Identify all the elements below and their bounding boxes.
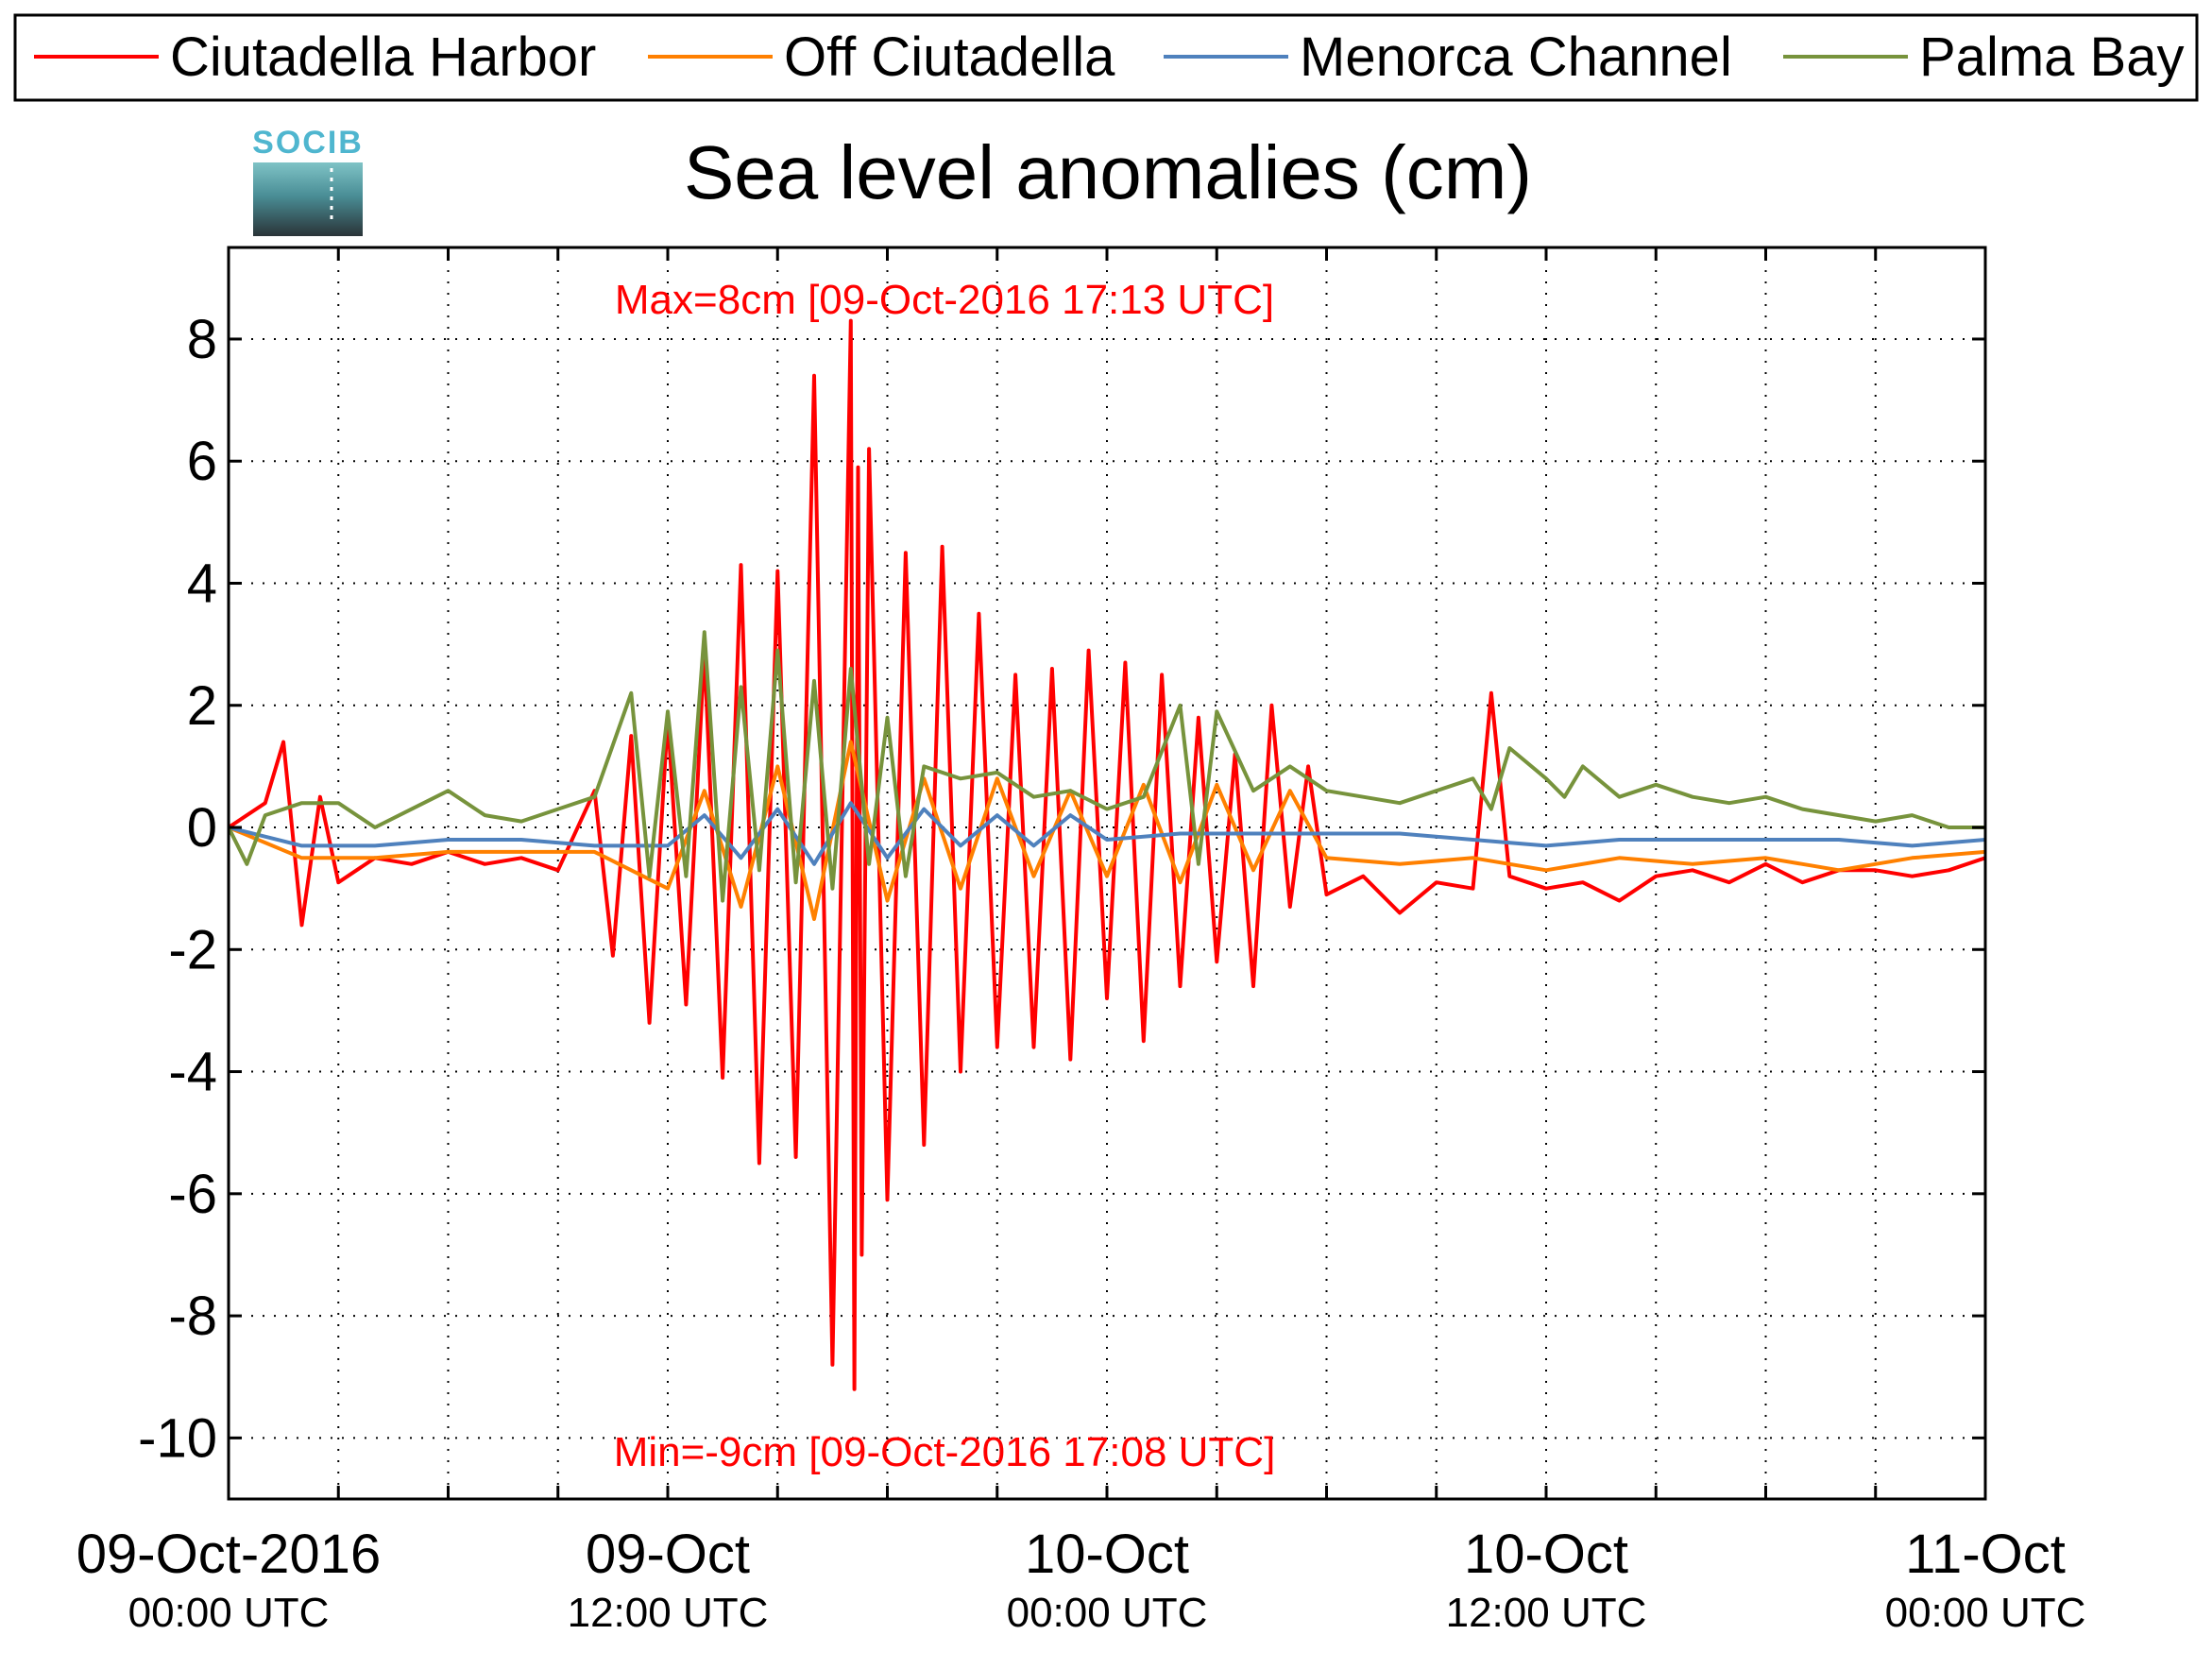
x-tick-sublabel: 12:00 UTC — [568, 1590, 769, 1636]
y-tick-label: 8 — [187, 309, 217, 370]
x-tick-sublabel: 00:00 UTC — [1885, 1590, 2086, 1636]
x-tick-label: 10-Oct — [1025, 1524, 1189, 1585]
legend-label: Menorca Channel — [1300, 26, 1732, 88]
socib-logo: SOCIB — [252, 125, 364, 236]
min-annotation: Min=-9cm [09-Oct-2016 17:08 UTC] — [614, 1429, 1276, 1475]
plot-area — [227, 246, 1987, 1501]
y-tick-label: 2 — [187, 675, 217, 737]
y-tick-label: -2 — [168, 919, 217, 980]
legend-label: Palma Bay — [1919, 26, 2184, 88]
x-tick-sublabel: 12:00 UTC — [1446, 1590, 1647, 1636]
y-tick-label: -4 — [168, 1042, 217, 1103]
chart-title: Sea level anomalies (cm) — [684, 130, 1532, 214]
y-tick-label: 6 — [187, 431, 217, 492]
series-line-menorca-channel — [229, 801, 1985, 866]
x-tick-sublabel: 00:00 UTC — [1007, 1590, 1208, 1636]
x-tick-label: 11-Oct — [1905, 1524, 2066, 1585]
max-annotation: Max=8cm [09-Oct-2016 17:13 UTC] — [615, 277, 1274, 323]
x-tick-label: 09-Oct-2016 — [77, 1524, 381, 1585]
logo-label: SOCIB — [252, 125, 364, 161]
y-tick-label: -8 — [168, 1286, 217, 1347]
x-tick-label: 09-Oct — [586, 1524, 750, 1585]
y-tick-label: -6 — [168, 1164, 217, 1225]
x-tick-sublabel: 00:00 UTC — [128, 1590, 330, 1636]
y-tick-label: -10 — [138, 1407, 217, 1469]
legend: Ciutadella Harbor Off Ciutadella Menorca C… — [13, 13, 2199, 102]
x-tick-label: 10-Oct — [1464, 1524, 1628, 1585]
series-line-palma-bay — [229, 630, 1985, 903]
legend-label: Ciutadella Harbor — [170, 26, 596, 88]
series-line-off-ciutadella — [229, 740, 1985, 921]
legend-label: Off Ciutadella — [784, 26, 1115, 88]
y-tick-label: 0 — [187, 797, 217, 859]
y-tick-label: 4 — [187, 553, 217, 614]
